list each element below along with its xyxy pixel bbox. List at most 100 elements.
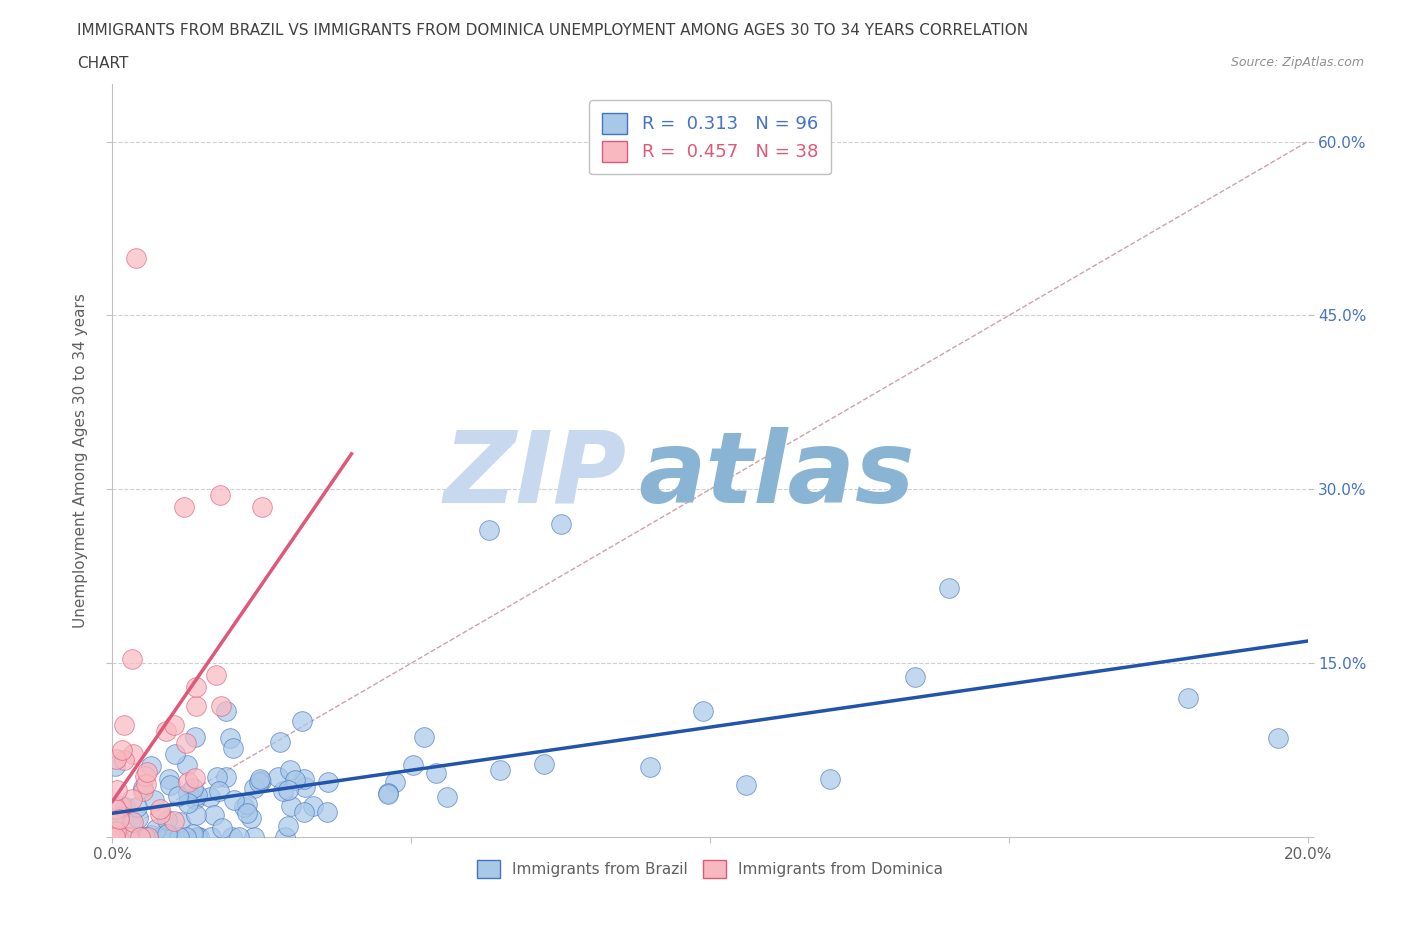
Point bbox=[114, 800, 136, 815]
Point bbox=[176, 758, 198, 773]
Point bbox=[174, 830, 197, 844]
Point bbox=[274, 830, 297, 844]
Legend: Immigrants from Brazil, Immigrants from Dominica: Immigrants from Brazil, Immigrants from … bbox=[470, 852, 950, 886]
Point bbox=[291, 713, 314, 728]
Text: atlas: atlas bbox=[638, 427, 915, 524]
Point bbox=[167, 789, 190, 804]
Point bbox=[108, 812, 131, 827]
Point bbox=[163, 814, 186, 829]
Point bbox=[250, 499, 273, 514]
Point bbox=[250, 773, 273, 788]
Point bbox=[152, 830, 174, 844]
Point bbox=[478, 523, 501, 538]
Point bbox=[117, 830, 139, 844]
Point bbox=[1267, 731, 1289, 746]
Point bbox=[108, 808, 131, 823]
Point bbox=[163, 718, 186, 733]
Point bbox=[294, 804, 316, 819]
Point bbox=[228, 830, 250, 844]
Point bbox=[136, 764, 159, 779]
Point bbox=[316, 775, 339, 790]
Point bbox=[412, 729, 434, 744]
Point bbox=[157, 830, 180, 844]
Point bbox=[149, 802, 172, 817]
Point bbox=[208, 783, 231, 798]
Point bbox=[209, 698, 232, 713]
Point bbox=[239, 811, 262, 826]
Point bbox=[128, 830, 150, 844]
Point bbox=[550, 517, 572, 532]
Point bbox=[278, 763, 301, 777]
Point bbox=[267, 769, 290, 784]
Point bbox=[181, 827, 204, 842]
Point bbox=[186, 788, 208, 803]
Point bbox=[247, 775, 270, 790]
Point bbox=[316, 804, 339, 819]
Point bbox=[219, 731, 242, 746]
Point bbox=[904, 670, 927, 684]
Point bbox=[143, 792, 166, 807]
Point bbox=[131, 781, 153, 796]
Point bbox=[122, 746, 145, 761]
Point bbox=[436, 790, 458, 804]
Point bbox=[243, 780, 266, 795]
Point bbox=[280, 798, 302, 813]
Point bbox=[111, 742, 134, 757]
Point bbox=[145, 821, 167, 836]
Point bbox=[181, 780, 204, 795]
Point bbox=[377, 787, 399, 802]
Point bbox=[221, 830, 243, 844]
Point bbox=[233, 800, 256, 815]
Point bbox=[187, 830, 209, 844]
Point bbox=[186, 830, 208, 844]
Point bbox=[301, 798, 323, 813]
Point bbox=[169, 814, 191, 829]
Point bbox=[184, 807, 207, 822]
Point bbox=[242, 830, 264, 844]
Point bbox=[209, 487, 232, 502]
Point bbox=[125, 250, 148, 265]
Point bbox=[211, 821, 233, 836]
Point bbox=[294, 779, 316, 794]
Point bbox=[177, 785, 200, 800]
Point bbox=[183, 771, 205, 786]
Point bbox=[174, 736, 197, 751]
Point bbox=[138, 830, 160, 844]
Point bbox=[277, 783, 299, 798]
Point bbox=[153, 827, 176, 842]
Point bbox=[271, 784, 294, 799]
Point bbox=[104, 830, 127, 844]
Point bbox=[127, 799, 149, 814]
Point bbox=[734, 777, 756, 792]
Point bbox=[236, 797, 259, 812]
Point bbox=[377, 785, 399, 800]
Point bbox=[205, 769, 228, 784]
Point bbox=[112, 717, 135, 732]
Point bbox=[110, 799, 132, 814]
Point bbox=[155, 724, 177, 738]
Point bbox=[156, 827, 179, 842]
Point bbox=[141, 759, 163, 774]
Point bbox=[402, 758, 425, 773]
Y-axis label: Unemployment Among Ages 30 to 34 years: Unemployment Among Ages 30 to 34 years bbox=[73, 293, 89, 628]
Point bbox=[156, 813, 179, 828]
Point bbox=[292, 771, 315, 786]
Point bbox=[132, 784, 155, 799]
Point bbox=[118, 830, 141, 844]
Point bbox=[186, 698, 208, 713]
Point bbox=[277, 818, 299, 833]
Point bbox=[120, 814, 142, 829]
Point bbox=[640, 760, 662, 775]
Point bbox=[1177, 690, 1199, 705]
Point bbox=[134, 768, 156, 783]
Point bbox=[222, 740, 245, 755]
Point bbox=[425, 766, 447, 781]
Point bbox=[173, 499, 195, 514]
Point bbox=[249, 771, 271, 786]
Point bbox=[167, 830, 190, 844]
Point bbox=[105, 802, 128, 817]
Point bbox=[215, 769, 238, 784]
Point bbox=[134, 830, 156, 844]
Point bbox=[205, 668, 228, 683]
Point bbox=[938, 580, 960, 595]
